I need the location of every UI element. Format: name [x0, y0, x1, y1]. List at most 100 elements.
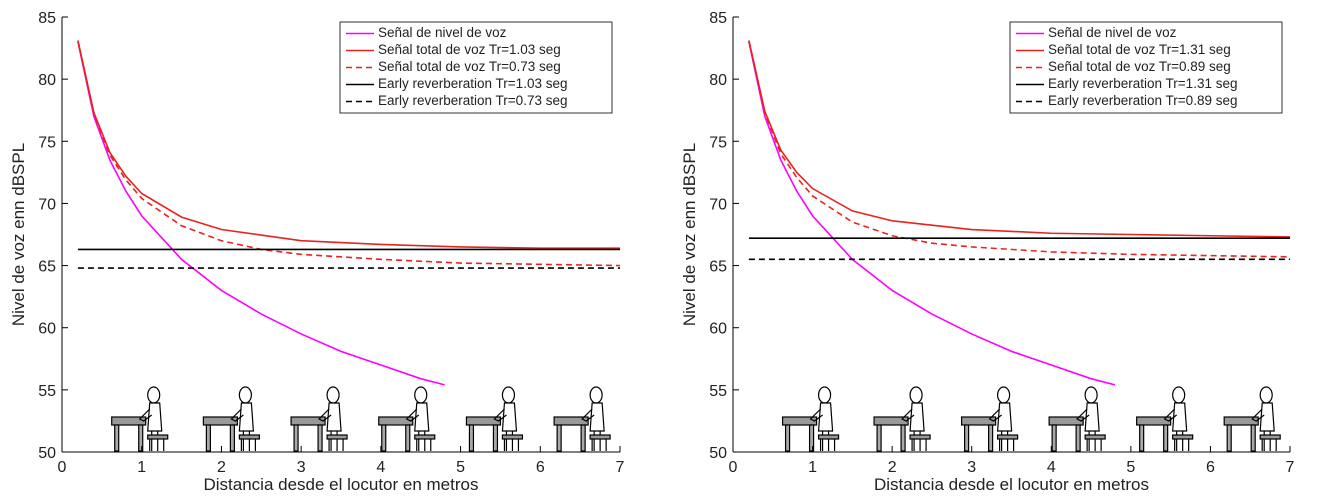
arm	[1076, 408, 1090, 422]
y-tick-label: 70	[38, 196, 56, 213]
legend-label: Señal total de voz Tr=0.89 seg	[1048, 59, 1231, 74]
x-tick-label: 2	[217, 459, 226, 476]
chair	[817, 434, 840, 440]
x-tick-label: 7	[616, 459, 625, 476]
series-line	[748, 40, 1291, 238]
desk-icon	[465, 386, 524, 452]
y-tick-label: 75	[709, 134, 727, 151]
desk-leg	[556, 424, 562, 452]
x-tick-label: 0	[58, 459, 67, 476]
arm	[318, 408, 332, 422]
legs	[1263, 431, 1271, 451]
legs	[242, 431, 250, 451]
desk-leg	[1139, 424, 1145, 452]
arm	[1251, 408, 1265, 422]
chair-leg	[999, 439, 1015, 451]
legend-label: Early reverberation Tr=0.73 seg	[378, 93, 567, 108]
x-tick-label: 7	[1286, 459, 1295, 476]
body	[501, 402, 518, 432]
legend-label: Señal total de voz Tr=1.31 seg	[1048, 42, 1231, 57]
chair	[1172, 434, 1194, 440]
body	[1172, 402, 1188, 432]
body	[1259, 402, 1275, 432]
arm	[581, 408, 595, 422]
legend-label: Early reverberation Tr=0.89 seg	[1048, 93, 1237, 108]
desk-leg	[876, 424, 882, 452]
x-tick-label: 5	[456, 459, 465, 476]
chair-leg	[149, 439, 165, 451]
head	[997, 386, 1011, 404]
x-tick-label: 4	[1047, 459, 1056, 476]
desk-top	[553, 416, 589, 426]
legend-label: Early reverberation Tr=1.03 seg	[378, 76, 567, 91]
desk-leg	[900, 424, 906, 452]
y-tick-label: 60	[38, 321, 56, 338]
head	[1084, 386, 1098, 404]
desk-leg	[988, 424, 994, 452]
chair-leg	[328, 439, 344, 451]
y-tick-label: 75	[38, 134, 56, 151]
desk-leg	[405, 424, 411, 452]
chart: 50 55 60 65 70 75 80 85 0 1 2 3 4 5 6 7 Distancia desde …	[680, 10, 1295, 494]
arm	[230, 408, 244, 422]
series-line	[748, 41, 1116, 386]
desk-top	[781, 416, 818, 426]
legs	[418, 431, 426, 451]
chair	[909, 434, 931, 440]
chair	[147, 434, 169, 440]
chair-leg	[1261, 439, 1277, 451]
desk-leg	[808, 424, 815, 452]
chair-leg	[1174, 439, 1190, 451]
y-tick-label: 65	[38, 259, 56, 276]
y-axis-label: Nivel de voz enn dBSPL	[9, 143, 28, 326]
desk-leg	[1051, 424, 1057, 452]
chair	[326, 434, 348, 440]
legs	[593, 431, 601, 451]
chair	[1259, 434, 1281, 440]
head	[147, 386, 161, 404]
y-axis-label: Nivel de voz enn dBSPL	[680, 143, 699, 326]
body	[238, 402, 255, 432]
y-tick-label: 55	[709, 383, 727, 400]
y-tick-label: 60	[709, 321, 727, 338]
desk-top	[873, 416, 909, 426]
desk-top	[378, 416, 414, 426]
desk-leg	[580, 424, 586, 452]
y-tick-label: 50	[709, 445, 727, 462]
legend-label: Señal total de voz Tr=1.03 seg	[378, 42, 561, 57]
chair-leg	[240, 439, 256, 451]
chair	[414, 434, 436, 440]
desk-leg	[1226, 424, 1232, 452]
arm	[405, 408, 420, 422]
x-tick-label: 0	[729, 459, 738, 476]
desk-leg	[138, 424, 144, 452]
legend-label: Señal de nivel de voz	[1048, 25, 1177, 40]
head	[501, 386, 516, 404]
y-tick-label: 85	[38, 10, 56, 27]
y-tick-label: 55	[38, 383, 56, 400]
desk-icon	[378, 386, 436, 452]
desk-leg	[1163, 424, 1169, 452]
chair	[997, 434, 1019, 440]
x-axis-label: Distancia desde el locutor en metros	[874, 475, 1149, 494]
body	[1084, 402, 1100, 432]
desk-top	[1048, 416, 1084, 426]
legs	[1088, 431, 1096, 451]
legs	[913, 431, 921, 451]
head	[1172, 386, 1186, 404]
body	[414, 402, 430, 432]
chart: 50 55 60 65 70 75 80 85 0 1 2 3 4 5 6 7 Distancia desde …	[9, 10, 625, 494]
desk-leg	[1075, 424, 1081, 452]
chair-leg	[1086, 439, 1102, 451]
legend-box	[339, 21, 613, 114]
x-tick-label: 4	[376, 459, 385, 476]
desk-top	[961, 416, 997, 426]
x-tick-label: 3	[967, 459, 976, 476]
desk-top	[1223, 416, 1259, 426]
chair-leg	[819, 439, 836, 451]
head	[909, 386, 923, 404]
y-tick-label: 80	[709, 72, 727, 89]
desk-top	[202, 416, 238, 426]
y-tick-label: 65	[709, 259, 727, 276]
